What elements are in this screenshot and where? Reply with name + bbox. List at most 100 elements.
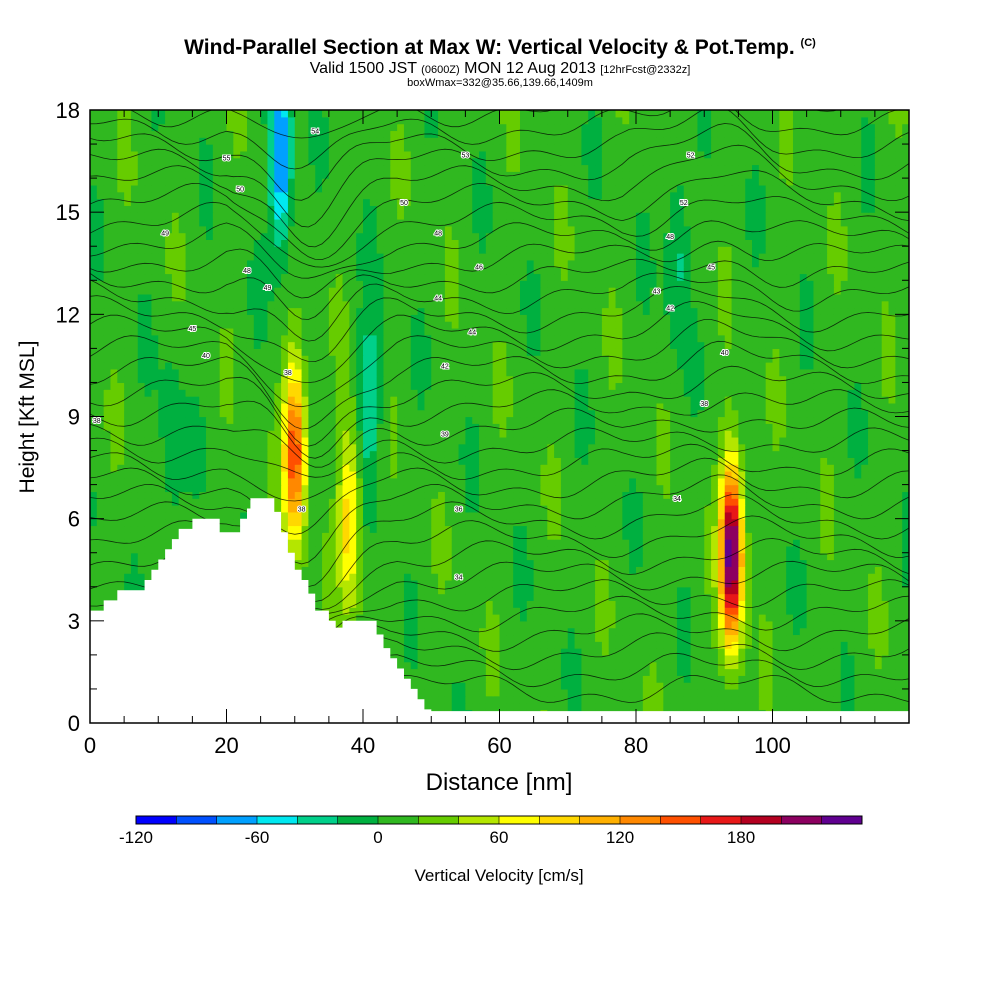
velocity-cell <box>608 464 617 472</box>
velocity-cell <box>813 457 821 465</box>
velocity-cell <box>636 695 644 704</box>
velocity-cell <box>219 457 228 465</box>
velocity-cell <box>697 477 705 486</box>
velocity-cell <box>772 539 780 547</box>
velocity-cell <box>376 545 385 554</box>
velocity-cell <box>608 614 617 622</box>
velocity-cell <box>417 498 426 506</box>
velocity-cell <box>567 470 576 479</box>
velocity-cell <box>410 654 419 663</box>
velocity-cell <box>240 498 248 506</box>
velocity-cell <box>342 518 350 527</box>
velocity-cell <box>403 661 412 670</box>
velocity-cell <box>779 593 787 601</box>
velocity-cell <box>813 593 821 601</box>
velocity-cell <box>833 498 842 506</box>
velocity-cell <box>656 518 664 527</box>
velocity-cell <box>451 484 460 493</box>
velocity-cell <box>738 579 746 588</box>
velocity-cell <box>554 505 562 513</box>
velocity-cell <box>656 607 664 615</box>
velocity-cell <box>267 436 275 445</box>
velocity-cell <box>424 688 432 697</box>
velocity-cell <box>560 559 569 567</box>
velocity-cell <box>636 668 644 676</box>
velocity-cell <box>479 532 487 540</box>
velocity-cell <box>629 600 637 608</box>
velocity-cell <box>881 668 890 676</box>
velocity-cell <box>547 682 555 690</box>
velocity-cell <box>615 600 623 608</box>
velocity-cell <box>588 648 596 656</box>
velocity-cell <box>540 491 548 499</box>
velocity-cell <box>335 491 344 499</box>
velocity-cell <box>397 525 405 533</box>
velocity-cell <box>479 464 487 472</box>
velocity-cell <box>581 525 589 533</box>
velocity-cell <box>342 607 350 615</box>
velocity-cell <box>717 607 726 615</box>
velocity-cell <box>506 498 514 506</box>
velocity-cell <box>676 573 685 581</box>
velocity-cell <box>451 559 460 567</box>
velocity-cell <box>895 682 903 690</box>
velocity-cell <box>868 566 876 574</box>
velocity-cell <box>581 661 589 670</box>
velocity-cell <box>820 627 828 636</box>
velocity-cell <box>724 457 733 465</box>
velocity-cell <box>492 634 501 642</box>
velocity-cell <box>335 566 344 574</box>
velocity-cell <box>847 477 855 486</box>
velocity-cell <box>513 450 521 458</box>
velocity-cell <box>847 593 855 601</box>
velocity-cell <box>670 457 678 465</box>
velocity-cell <box>342 443 350 452</box>
velocity-cell <box>410 593 419 601</box>
velocity-cell <box>410 518 419 527</box>
velocity-cell <box>758 484 767 493</box>
velocity-cell <box>151 545 159 554</box>
velocity-cell <box>806 498 815 506</box>
velocity-cell <box>485 511 494 520</box>
velocity-cell <box>281 498 289 506</box>
velocity-cell <box>656 566 664 574</box>
velocity-cell <box>581 654 589 663</box>
velocity-cell <box>547 641 555 649</box>
velocity-cell <box>765 491 774 499</box>
velocity-cell <box>813 511 821 520</box>
velocity-cell <box>861 532 869 540</box>
velocity-cell <box>458 443 466 452</box>
velocity-cell <box>847 552 855 561</box>
velocity-cell <box>601 579 610 588</box>
velocity-cell <box>192 457 200 465</box>
velocity-cell <box>601 464 610 472</box>
velocity-cell <box>574 559 582 567</box>
velocity-cell <box>868 552 876 561</box>
velocity-cell <box>144 525 153 533</box>
velocity-cell <box>622 532 630 540</box>
velocity-cell <box>356 464 364 472</box>
velocity-cell <box>895 661 903 670</box>
velocity-cell <box>479 457 487 465</box>
velocity-cell <box>492 566 501 574</box>
velocity-cell <box>772 532 780 540</box>
velocity-cell <box>642 634 651 642</box>
velocity-cell <box>813 559 821 567</box>
velocity-cell <box>349 552 357 561</box>
velocity-cell <box>745 518 753 527</box>
velocity-cell <box>451 695 460 704</box>
velocity-cell <box>130 552 139 561</box>
velocity-cell <box>765 702 774 710</box>
velocity-cell <box>124 505 132 513</box>
velocity-cell <box>233 525 241 533</box>
velocity-cell <box>342 464 350 472</box>
velocity-cell <box>328 532 337 540</box>
velocity-cell <box>328 600 337 608</box>
velocity-cell <box>103 450 112 458</box>
velocity-cell <box>656 491 664 499</box>
velocity-cell <box>417 648 426 656</box>
velocity-cell <box>629 457 637 465</box>
velocity-cell <box>451 464 460 472</box>
velocity-cell <box>731 566 739 574</box>
velocity-cell <box>711 600 719 608</box>
